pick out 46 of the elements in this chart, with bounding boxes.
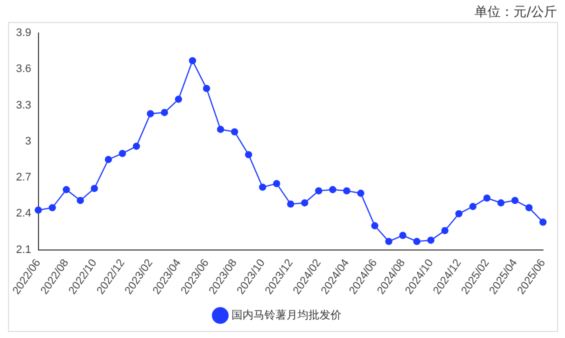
point <box>146 110 154 118</box>
point <box>287 200 294 208</box>
point <box>104 156 112 164</box>
point <box>371 222 378 230</box>
point <box>301 199 308 206</box>
point <box>525 204 533 212</box>
point <box>244 151 252 158</box>
text: 单位：元/公斤 <box>474 4 557 21</box>
point <box>76 196 84 204</box>
point <box>174 96 182 103</box>
point <box>343 187 350 194</box>
legend-label: 国内马铃薯月均批发价 <box>231 308 342 322</box>
point <box>455 210 462 218</box>
y-tick-label: 3.9 <box>16 27 32 40</box>
point <box>259 184 266 191</box>
point <box>441 226 448 234</box>
point <box>90 184 98 192</box>
point <box>202 84 210 92</box>
point <box>483 194 491 202</box>
point <box>160 108 168 116</box>
point <box>469 202 476 210</box>
y-tick-label: 2.1 <box>16 244 32 256</box>
point <box>399 232 406 239</box>
point <box>329 186 336 194</box>
point <box>385 238 392 246</box>
point <box>48 204 56 212</box>
point <box>511 196 519 204</box>
point <box>216 126 224 133</box>
point <box>62 186 70 194</box>
point <box>34 206 42 214</box>
point <box>497 199 505 206</box>
point <box>132 142 140 150</box>
point <box>413 238 420 246</box>
y-tick-label: 2.7 <box>16 172 32 184</box>
y-tick-label: 3.3 <box>16 99 32 112</box>
point <box>315 187 322 194</box>
point <box>357 190 364 197</box>
point <box>118 150 126 158</box>
point <box>539 218 547 226</box>
point <box>188 57 196 64</box>
y-tick-label: 3 <box>25 135 32 148</box>
point <box>273 180 280 188</box>
y-tick-label: 3.6 <box>16 63 32 76</box>
point <box>427 236 434 244</box>
y-tick-label: 2.4 <box>16 208 32 220</box>
point <box>230 128 238 136</box>
